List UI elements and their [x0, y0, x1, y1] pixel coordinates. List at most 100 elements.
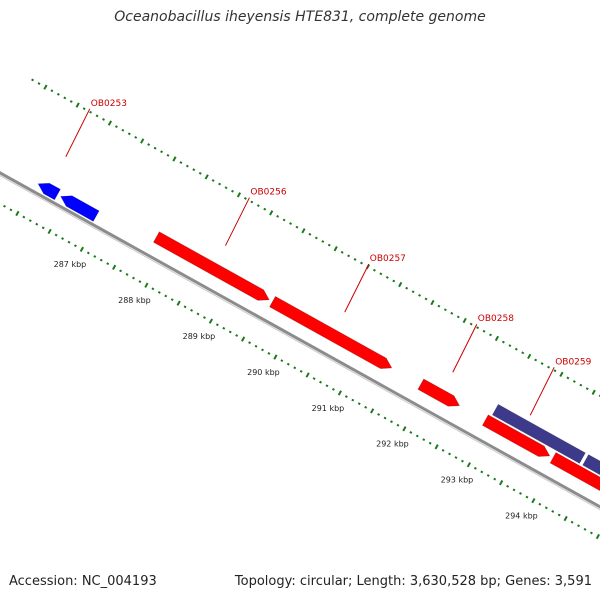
outer-tick-mark: [527, 353, 532, 360]
outer-tick-mark: [327, 243, 331, 247]
inner-tick-mark: [377, 413, 381, 416]
outer-tick-mark: [263, 207, 267, 211]
outer-tick-mark: [218, 182, 222, 186]
outer-tick-mark: [385, 276, 389, 279]
outer-tick-mark: [211, 179, 215, 182]
outer-tick-mark: [301, 228, 306, 234]
inner-tick-mark: [434, 444, 439, 450]
inner-tick-mark: [383, 416, 387, 420]
inner-tick-mark: [106, 262, 110, 266]
outer-tick-mark: [482, 329, 486, 333]
inner-tick-mark: [267, 352, 271, 355]
outer-tick-mark: [411, 290, 415, 294]
outer-tick-mark: [456, 315, 460, 319]
inner-tick-mark: [351, 398, 355, 402]
inner-tick-mark: [519, 492, 522, 495]
gene-label-leader: [529, 367, 555, 416]
inner-tick-mark: [99, 258, 103, 262]
accession-text: Accession: NC_004193: [9, 574, 157, 589]
outer-tick-mark: [82, 107, 86, 111]
outer-tick-mark: [450, 311, 454, 315]
forward-gene-arrow: [481, 414, 551, 457]
outer-tick-mark: [204, 174, 209, 180]
inner-tick-mark: [577, 524, 580, 528]
inner-tick-mark: [3, 204, 6, 208]
inner-tick-mark: [402, 426, 407, 432]
inner-tick-mark: [499, 480, 504, 486]
outer-tick-mark: [63, 96, 67, 100]
inner-tick-mark: [9, 208, 13, 212]
outer-tick-mark: [521, 351, 525, 355]
outer-tick-mark: [372, 268, 376, 272]
forward-gene-arrow: [549, 452, 600, 492]
inner-tick-mark: [241, 336, 246, 342]
outer-tick-mark: [166, 153, 170, 157]
outer-tick-mark: [269, 210, 274, 216]
scale-labels: 287 kbp 288 kbp 289 kbp 290 kbp 291 kbp 292 k…: [54, 260, 538, 520]
outer-tick-mark: [192, 168, 196, 172]
inner-tick-mark: [441, 448, 445, 452]
outer-tick-mark: [430, 299, 435, 306]
gene-label: OB0256: [250, 188, 286, 198]
inner-tick-mark: [183, 305, 187, 309]
inner-tick-mark: [364, 405, 368, 409]
inner-tick-mark: [448, 452, 451, 456]
inner-tick-mark: [28, 219, 32, 223]
backbone-line: [0, 171, 600, 509]
inner-tick-mark: [261, 348, 264, 352]
scale-label: 291 kbp: [312, 404, 345, 413]
outer-tick-mark: [31, 78, 34, 82]
outer-tick-mark: [579, 383, 583, 387]
inner-tick-mark: [583, 527, 587, 531]
inner-tick-mark: [319, 380, 322, 384]
outer-tick-mark: [134, 135, 138, 139]
outer-tick-mark: [489, 333, 492, 337]
gene-label: OB0253: [91, 99, 127, 109]
inner-tick-mark: [15, 210, 20, 217]
gene-label-leader: [224, 197, 250, 246]
scale-label: 290 kbp: [247, 368, 280, 377]
outer-tick-mark: [256, 204, 260, 208]
outer-tick-mark: [559, 371, 564, 378]
forward-gene-arrow: [269, 295, 393, 369]
inner-tick-mark: [544, 506, 548, 510]
inner-tick-mark: [299, 369, 303, 373]
genome-title: Oceanobacillus iheyensis HTE831, complet…: [114, 9, 486, 25]
inner-tick-mark: [409, 431, 413, 434]
genome-summary-text: Topology: circular; Length: 3,630,528 bp…: [234, 574, 592, 589]
outer-tick-mark: [333, 246, 338, 252]
gene-labels: OB0253 OB0256 OB0257 OB0258 OB0259: [65, 99, 592, 416]
scale-label: 289 kbp: [183, 332, 216, 341]
outer-tick-mark: [585, 387, 589, 391]
outer-tick-mark: [476, 326, 480, 330]
inner-tick-mark: [22, 215, 26, 219]
inner-tick-mark: [422, 438, 426, 442]
inner-tick-mark: [466, 462, 471, 468]
outer-tick-mark: [424, 297, 428, 301]
inner-tick-mark: [538, 502, 542, 506]
inner-tick-mark: [557, 513, 561, 517]
outer-tick-mark: [69, 100, 73, 103]
scale-label: 292 kbp: [376, 440, 409, 449]
outer-tick-mark: [553, 369, 557, 373]
outer-tick-mark: [347, 254, 351, 258]
inner-tick-mark: [79, 246, 84, 253]
inner-tick-mark: [138, 280, 142, 284]
scale-label: 288 kbp: [118, 296, 151, 305]
inner-tick-mark: [208, 318, 213, 324]
outer-tick-mark: [566, 376, 570, 380]
outer-tick-mark: [224, 186, 228, 190]
outer-tick-mark: [289, 222, 292, 225]
inner-tick-mark: [202, 316, 206, 319]
outer-tick-mark: [102, 118, 105, 121]
outer-tick-mark: [179, 161, 183, 164]
outer-tick-mark: [282, 218, 286, 222]
inner-tick-mark: [151, 287, 155, 291]
reverse-gene-arrow: [60, 195, 100, 222]
inner-tick-mark: [370, 408, 375, 414]
inner-tick-mark: [132, 276, 135, 280]
inner-tick-mark: [480, 470, 484, 474]
outer-tick-mark: [50, 89, 54, 93]
outer-tick-mark: [398, 281, 403, 288]
gene-label: OB0259: [555, 357, 591, 367]
